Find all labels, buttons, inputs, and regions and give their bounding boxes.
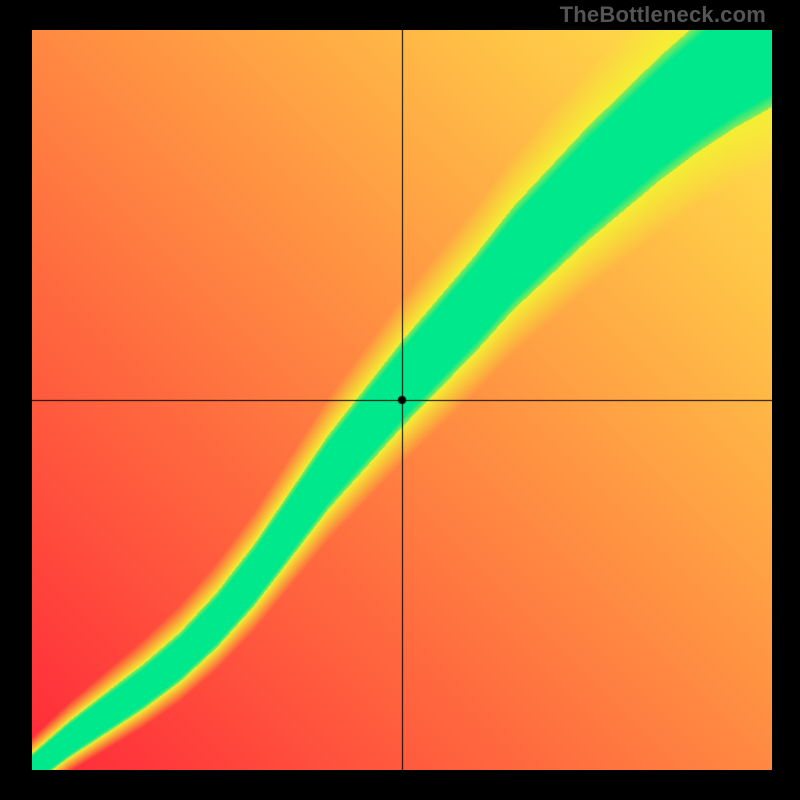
heatmap-canvas	[32, 30, 772, 770]
watermark: TheBottleneck.com	[560, 2, 766, 28]
chart-container: TheBottleneck.com	[0, 0, 800, 800]
